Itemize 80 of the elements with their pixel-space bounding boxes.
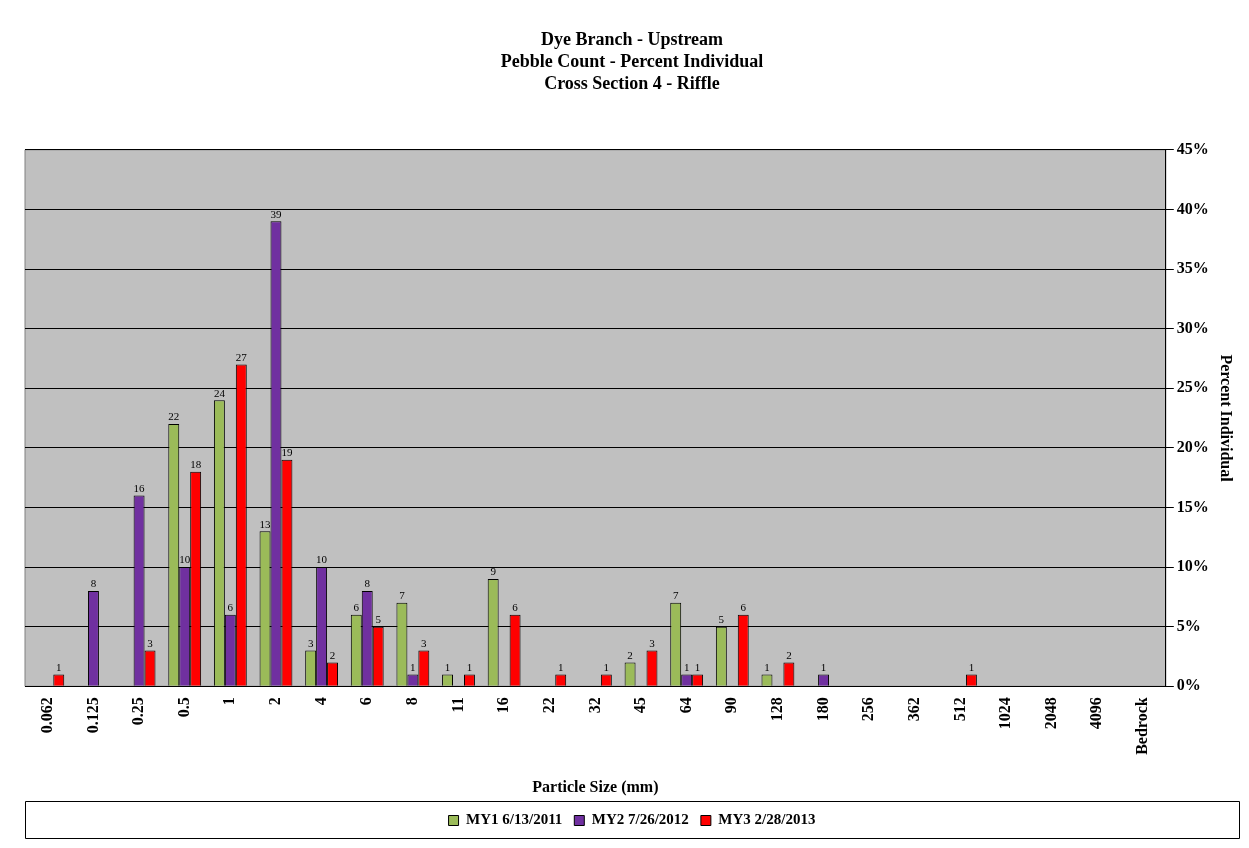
x-tick-label: 362 bbox=[904, 697, 922, 722]
data-label: 2 bbox=[329, 648, 336, 661]
x-tick-label: 4 bbox=[311, 697, 329, 706]
y-tick-label: 35% bbox=[1176, 259, 1209, 277]
data-label: 1 bbox=[694, 660, 701, 673]
data-label: 13 bbox=[259, 517, 272, 530]
data-label: 1 bbox=[603, 660, 610, 673]
y-tick-label: 40% bbox=[1176, 199, 1209, 217]
x-tick-label: 2 bbox=[266, 697, 284, 706]
data-label: 3 bbox=[649, 636, 656, 649]
y-tick-label: 0% bbox=[1176, 676, 1201, 694]
data-label: 22 bbox=[168, 410, 180, 423]
data-label: 7 bbox=[672, 589, 679, 602]
data-label: 24 bbox=[213, 386, 226, 399]
data-label: 1 bbox=[820, 660, 827, 673]
data-label: 3 bbox=[421, 636, 428, 649]
data-label: 1 bbox=[683, 660, 690, 673]
data-label: 18 bbox=[190, 458, 202, 471]
x-tick-label: 128 bbox=[768, 697, 786, 722]
data-label: 1 bbox=[466, 660, 473, 673]
data-label: 9 bbox=[490, 565, 497, 578]
data-label: 1 bbox=[410, 660, 416, 673]
data-label: 16 bbox=[133, 481, 146, 494]
y-tick-label: 5% bbox=[1176, 616, 1201, 634]
x-tick-label: 180 bbox=[813, 697, 831, 722]
legend-label: MY1 6/13/2011 bbox=[466, 811, 563, 828]
data-label: 6 bbox=[227, 601, 234, 614]
data-label: 1 bbox=[764, 660, 770, 673]
data-label: 3 bbox=[307, 636, 314, 649]
x-tick-label: 512 bbox=[950, 697, 968, 722]
x-tick-label: 0.125 bbox=[83, 697, 101, 734]
x-tick-label: 45 bbox=[631, 697, 649, 714]
x-tick-label: 90 bbox=[722, 697, 740, 714]
y-tick-label: 25% bbox=[1176, 378, 1209, 396]
data-label: 6 bbox=[353, 601, 360, 614]
x-tick-label: Bedrock bbox=[1133, 697, 1151, 755]
x-tick-label: 1024 bbox=[996, 697, 1014, 730]
data-label: 8 bbox=[364, 577, 371, 590]
legend-label: MY2 7/26/2012 bbox=[591, 811, 689, 828]
y-axis-title: Percent Individual bbox=[1218, 354, 1236, 483]
x-tick-label: 8 bbox=[403, 697, 421, 706]
x-tick-label: 64 bbox=[676, 697, 694, 714]
x-axis-title: Particle Size (mm) bbox=[532, 777, 659, 796]
legend-label: MY3 2/28/2013 bbox=[718, 811, 816, 828]
x-tick-label: 11 bbox=[448, 697, 466, 713]
x-tick-label: 256 bbox=[859, 697, 877, 722]
x-tick-label: 32 bbox=[585, 697, 603, 714]
data-label: 1 bbox=[557, 660, 564, 673]
x-tick-label: 4096 bbox=[1087, 697, 1105, 730]
data-label: 1 bbox=[968, 660, 975, 673]
y-tick-label: 10% bbox=[1176, 557, 1209, 575]
y-tick-label: 20% bbox=[1176, 438, 1209, 455]
y-tick-label: 15% bbox=[1176, 497, 1209, 515]
data-label: 2 bbox=[786, 648, 792, 661]
chart-title: Dye Branch - Upstream Pebble Count - Percent Individual Cross Section 4 - Riffle bbox=[500, 29, 764, 93]
data-label: 10 bbox=[179, 553, 191, 566]
data-label: 2 bbox=[627, 648, 633, 661]
data-label: 8 bbox=[90, 577, 97, 590]
x-tick-label: 0.062 bbox=[37, 697, 55, 734]
data-label: 39 bbox=[270, 207, 282, 220]
x-tick-label: 2048 bbox=[1041, 697, 1059, 730]
y-tick-label: 45% bbox=[1176, 139, 1209, 157]
data-label: 7 bbox=[399, 589, 406, 602]
data-label: 6 bbox=[512, 601, 519, 614]
data-label: 27 bbox=[235, 350, 248, 363]
x-tick-label: 1 bbox=[220, 697, 238, 706]
data-label: 6 bbox=[740, 601, 747, 614]
data-label: 10 bbox=[316, 553, 328, 566]
data-label: 5 bbox=[718, 613, 725, 626]
x-tick-label: 22 bbox=[539, 697, 557, 714]
data-label: 1 bbox=[444, 660, 451, 673]
data-label: 1 bbox=[56, 660, 62, 673]
x-tick-label: 0.25 bbox=[129, 697, 147, 726]
x-tick-label: 6 bbox=[357, 697, 375, 706]
x-tick-label: 16 bbox=[494, 697, 512, 714]
data-label: 3 bbox=[147, 636, 154, 649]
y-tick-label: 30% bbox=[1176, 318, 1209, 336]
data-label: 5 bbox=[375, 613, 382, 626]
data-label: 19 bbox=[281, 446, 293, 459]
x-tick-label: 0.5 bbox=[174, 697, 192, 718]
